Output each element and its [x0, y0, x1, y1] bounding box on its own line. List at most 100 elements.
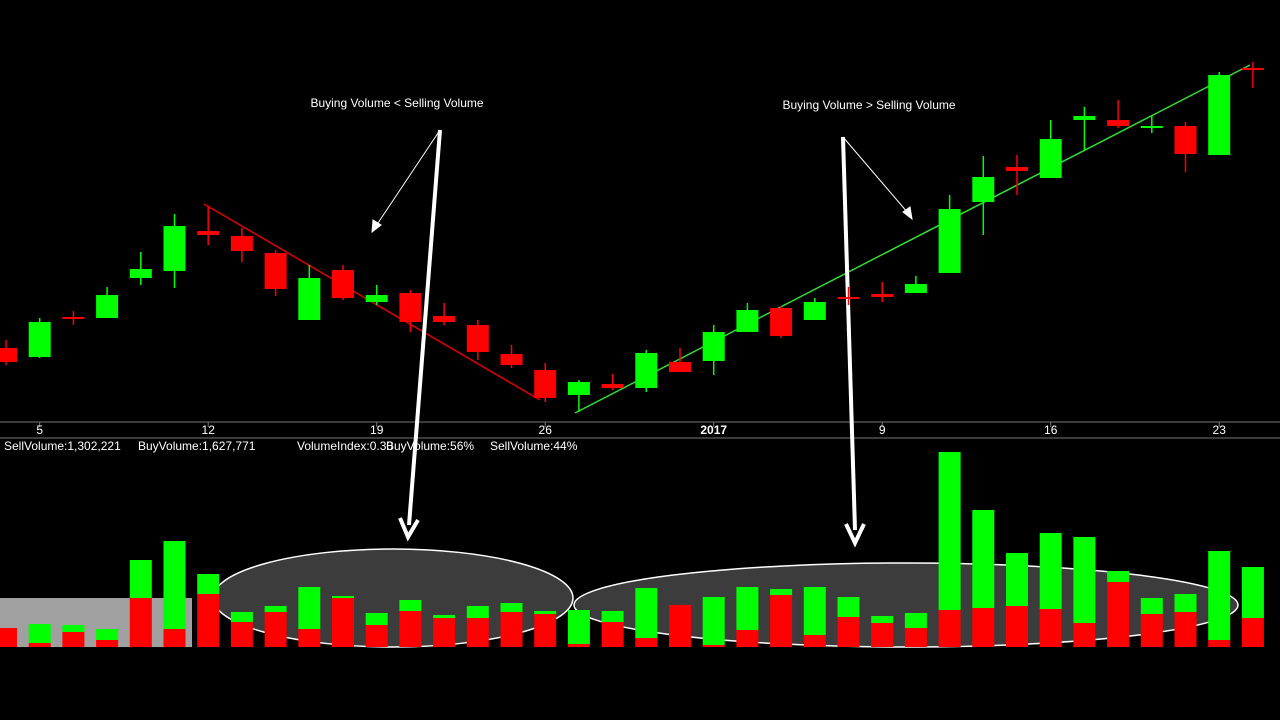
- candle-body: [433, 316, 456, 322]
- volume-bar: [0, 628, 17, 647]
- candle-body: [1174, 126, 1197, 154]
- volume-bar: [871, 623, 894, 647]
- candle-body: [96, 295, 119, 318]
- volume-bar: [534, 611, 557, 614]
- volume-bar: [1241, 618, 1264, 647]
- volume-bar: [736, 630, 759, 647]
- x-tick-label: 12: [202, 423, 216, 437]
- candle-body: [298, 278, 321, 320]
- volume-bar: [62, 632, 85, 647]
- candle-body: [1039, 139, 1062, 178]
- volume-bar: [62, 625, 85, 632]
- volume-bar: [230, 612, 253, 622]
- volume-bar: [1006, 606, 1028, 647]
- volume-bar: [1039, 609, 1062, 647]
- volume-bar: [399, 600, 422, 611]
- volume-bar: [837, 597, 860, 617]
- x-tick-label: 23: [1213, 423, 1227, 437]
- volume-bar: [904, 613, 927, 628]
- arrows: [371, 129, 913, 548]
- candle-body: [1140, 126, 1163, 128]
- volume-bar: [567, 610, 590, 644]
- candle-body: [230, 236, 253, 251]
- candle-body: [1107, 120, 1130, 126]
- candle-body: [466, 325, 489, 352]
- info-label: SellVolume:44%: [490, 439, 578, 453]
- annotation: Buying Volume > Selling Volume: [782, 98, 955, 112]
- candle-body: [1006, 167, 1028, 171]
- volume-bar: [702, 597, 725, 645]
- volume-bar: [1241, 567, 1264, 618]
- candle-body: [1241, 68, 1264, 70]
- volume-bar: [399, 611, 422, 647]
- volume-bar: [230, 622, 253, 647]
- volume-bar: [837, 617, 860, 647]
- volume-bar: [264, 606, 287, 612]
- volume-bar: [972, 510, 995, 608]
- volume-bar: [28, 624, 51, 643]
- x-tick-label: 16: [1044, 423, 1058, 437]
- x-tick-label: 26: [539, 423, 553, 437]
- volume-bar: [669, 605, 691, 647]
- volume-bar: [803, 635, 826, 647]
- candle-body: [938, 209, 961, 273]
- candle-body: [904, 284, 927, 293]
- candle-body: [837, 297, 860, 299]
- x-tick-label: 5: [36, 423, 43, 437]
- trend-line: [574, 64, 1251, 414]
- x-tick-label: 2017: [700, 423, 727, 437]
- volume-bar: [163, 629, 186, 647]
- volume-bar: [904, 628, 927, 647]
- candle-body: [669, 362, 691, 372]
- volume-bar: [1006, 553, 1028, 606]
- volume-bar: [567, 644, 590, 647]
- candle-body: [500, 354, 523, 365]
- candle-body: [736, 310, 759, 332]
- volume-bar: [129, 560, 152, 598]
- volume-bar: [466, 606, 489, 618]
- volume-bar: [635, 638, 658, 647]
- volume-bar: [601, 622, 624, 647]
- candle-body: [264, 253, 287, 289]
- volume-bar: [1073, 537, 1096, 623]
- candle-body: [770, 308, 793, 336]
- candle-body: [28, 322, 51, 357]
- volume-bar: [1208, 551, 1231, 640]
- info-label: SellVolume:1,302,221: [4, 439, 121, 453]
- volume-bar: [534, 614, 557, 647]
- volume-bar: [1140, 598, 1163, 614]
- volume-bar: [601, 611, 624, 622]
- volume-bar: [163, 541, 186, 629]
- volume-bar: [770, 589, 793, 595]
- candle-body: [567, 382, 590, 395]
- volume-bar: [938, 610, 961, 647]
- candle-body: [365, 295, 388, 302]
- volume-bar: [365, 625, 388, 647]
- candle-body: [972, 177, 995, 202]
- volume-bar: [972, 608, 995, 647]
- candle-body: [163, 226, 186, 271]
- volume-bar: [332, 598, 354, 647]
- candle-body: [62, 317, 85, 319]
- volume-bar: [298, 587, 321, 629]
- volume-bar: [635, 588, 658, 638]
- volume-bar: [1107, 571, 1130, 582]
- volume-bar: [938, 452, 961, 610]
- volume-bar: [1174, 612, 1197, 647]
- volume-bar: [264, 612, 287, 647]
- volume-bar: [332, 596, 354, 598]
- volume-bar: [1039, 533, 1062, 609]
- candle-body: [197, 231, 220, 235]
- info-label: VolumeIndex:0.30: [297, 439, 393, 453]
- info-label: BuyVolume:56%: [386, 439, 474, 453]
- annotation: Buying Volume < Selling Volume: [310, 96, 483, 110]
- volume-bar: [871, 616, 894, 623]
- volume-bar: [1140, 614, 1163, 647]
- volume-bar: [1174, 594, 1197, 612]
- volume-bar: [129, 598, 152, 647]
- volume-bar: [770, 595, 793, 647]
- x-tick-label: 19: [370, 423, 384, 437]
- candle-body: [332, 270, 354, 298]
- volume-bar: [736, 587, 759, 630]
- volume-bar: [466, 618, 489, 647]
